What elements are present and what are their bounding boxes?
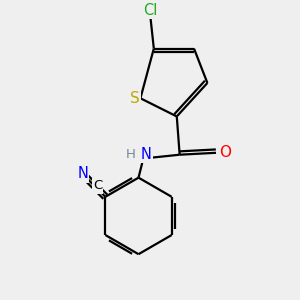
Text: C: C	[93, 179, 102, 193]
Text: O: O	[220, 145, 232, 160]
Text: Cl: Cl	[143, 3, 157, 18]
Text: S: S	[130, 91, 140, 106]
Text: N: N	[77, 167, 88, 182]
Text: H: H	[126, 148, 136, 161]
Text: N: N	[141, 147, 152, 162]
